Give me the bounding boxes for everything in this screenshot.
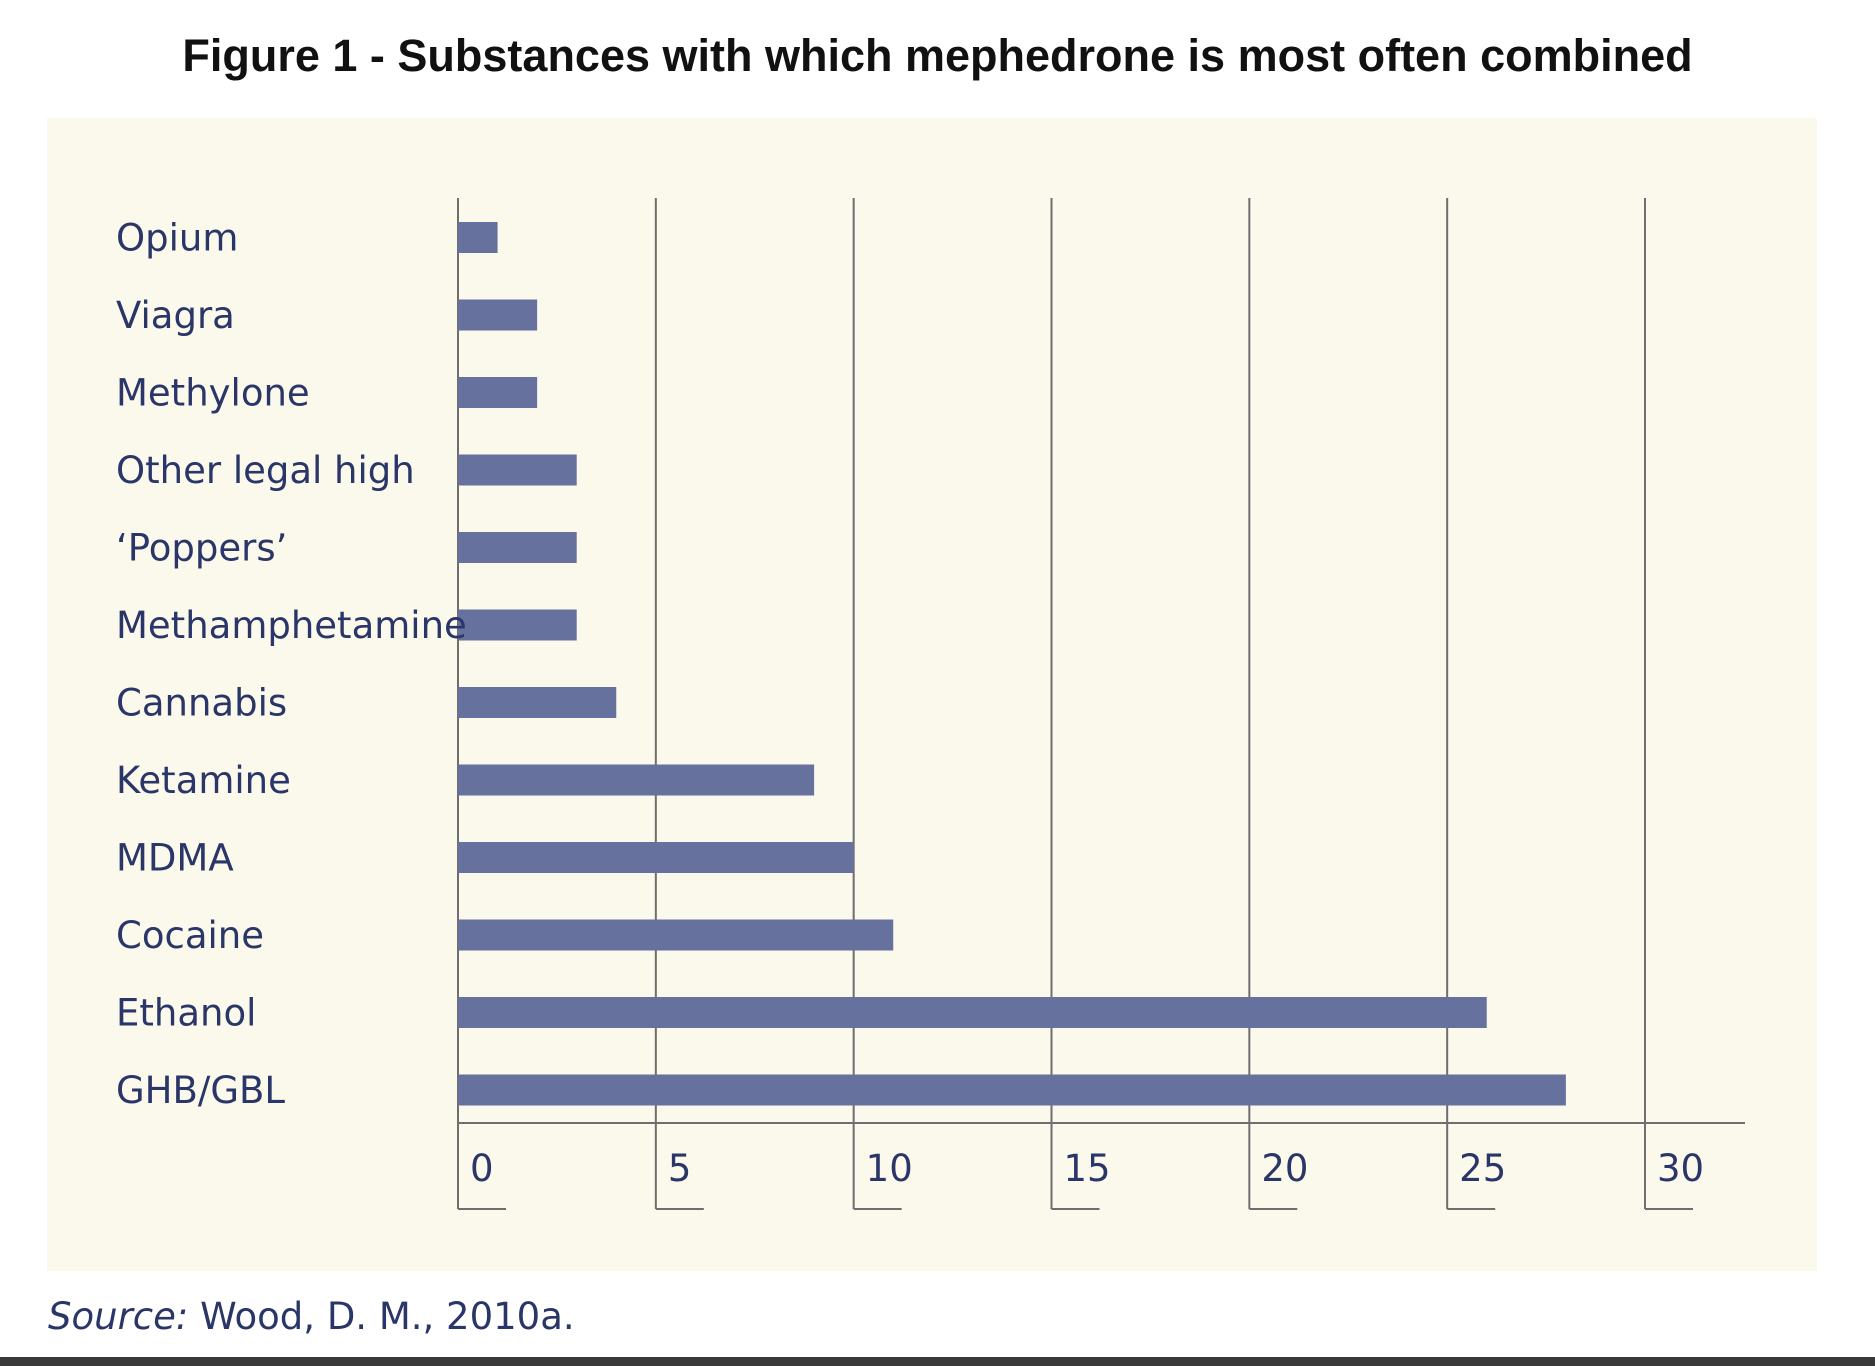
x-tick-label: 10	[866, 1147, 913, 1190]
bar	[458, 609, 577, 641]
gridlines	[457, 198, 1745, 1210]
bar	[458, 222, 498, 253]
bar	[458, 454, 577, 486]
x-tick-label: 30	[1657, 1147, 1704, 1190]
bar	[458, 532, 577, 563]
category-label: Ethanol	[116, 992, 256, 1035]
x-tick-labels: 0 5 10 15 20 25 30	[470, 1147, 1704, 1190]
category-label: Methamphetamine	[116, 604, 467, 647]
source-note: Source: Wood, D. M., 2010a.	[48, 1295, 575, 1338]
x-tick-label: 5	[668, 1147, 692, 1190]
x-tick-label: 25	[1459, 1147, 1506, 1190]
bar	[458, 377, 538, 408]
figure-title: Figure 1 - Substances with which mephedr…	[182, 30, 1693, 81]
bar	[458, 919, 894, 951]
bottom-border	[0, 1357, 1875, 1366]
x-tick-label: 15	[1064, 1147, 1111, 1190]
bar	[458, 764, 815, 796]
category-label: Viagra	[116, 294, 235, 337]
category-labels: Opium Viagra Methylone Other legal high ‘Pop…	[116, 217, 467, 1113]
x-tick-label: 20	[1261, 1147, 1308, 1190]
bar	[458, 1074, 1566, 1106]
bar-chart: Opium Viagra Methylone Other legal high ‘Pop…	[47, 118, 1817, 1271]
bars	[458, 222, 1566, 1106]
category-label: Ketamine	[116, 759, 291, 802]
category-label: ‘Poppers’	[116, 527, 287, 570]
category-label: Cocaine	[116, 914, 264, 957]
bar	[458, 997, 1487, 1028]
category-label: Cannabis	[116, 682, 287, 725]
x-tick-label: 0	[470, 1147, 494, 1190]
category-label: Other legal high	[116, 449, 415, 492]
source-label: Source:	[48, 1295, 189, 1338]
category-label: Opium	[116, 217, 238, 260]
category-label: MDMA	[116, 837, 234, 880]
category-label: GHB/GBL	[116, 1069, 285, 1112]
source-text: Wood, D. M., 2010a.	[188, 1295, 575, 1338]
category-label: Methylone	[116, 372, 310, 415]
bar	[458, 687, 617, 718]
bar	[458, 842, 854, 873]
chart-panel: Opium Viagra Methylone Other legal high ‘Pop…	[47, 118, 1817, 1271]
bar	[458, 299, 538, 331]
